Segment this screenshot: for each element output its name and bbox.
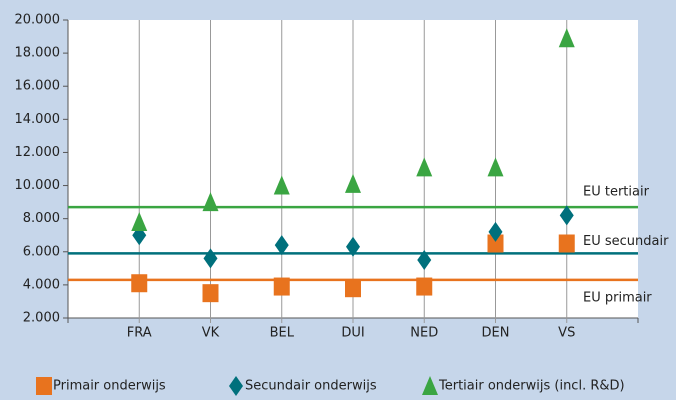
marker [558, 234, 575, 253]
marker [487, 157, 504, 177]
marker [416, 277, 433, 296]
legend-marker [229, 376, 243, 396]
marker [487, 234, 504, 253]
y-tick-label: 20.000 [15, 13, 61, 28]
y-tick-label: 12.000 [15, 145, 61, 160]
x-tick-label: BEL [270, 326, 295, 341]
marker [417, 250, 432, 271]
marker [345, 279, 361, 298]
marker [416, 157, 433, 177]
marker [558, 28, 575, 48]
x-tick-label: NED [410, 326, 438, 341]
reference-label: EU tertiair [583, 185, 650, 200]
x-tick-label: DUI [341, 326, 364, 341]
legend-marker [422, 376, 438, 395]
reference-label: EU primair [583, 290, 652, 305]
marker [273, 277, 290, 296]
y-tick-label: 16.000 [15, 79, 61, 94]
x-tick-label: VK [202, 326, 220, 341]
legend-label: Secundair onderwijs [245, 379, 377, 394]
y-tick-label: 2.000 [23, 311, 60, 326]
y-tick-label: 10.000 [15, 178, 61, 193]
marker [131, 274, 148, 293]
x-tick-label: VS [558, 326, 575, 341]
y-tick-label: 8.000 [23, 211, 60, 226]
y-tick-label: 6.000 [23, 244, 60, 259]
marker [274, 235, 289, 256]
marker [346, 236, 360, 257]
marker [202, 192, 219, 212]
marker [131, 211, 148, 231]
marker [203, 248, 218, 269]
marker [202, 284, 219, 303]
x-tick-label: DEN [482, 326, 510, 341]
marker [345, 173, 361, 193]
y-tick-label: 14.000 [15, 112, 61, 127]
reference-label: EU secundair [583, 234, 669, 249]
marker [559, 205, 574, 226]
legend-label: Primair onderwijs [53, 379, 166, 394]
y-tick-label: 4.000 [23, 277, 60, 292]
legend-label: Tertiair onderwijs (incl. R&D) [438, 379, 625, 394]
x-tick-label: FRA [127, 326, 152, 341]
marker [273, 175, 290, 195]
marker [488, 221, 503, 242]
legend-marker [36, 377, 52, 395]
y-tick-label: 18.000 [15, 46, 61, 61]
